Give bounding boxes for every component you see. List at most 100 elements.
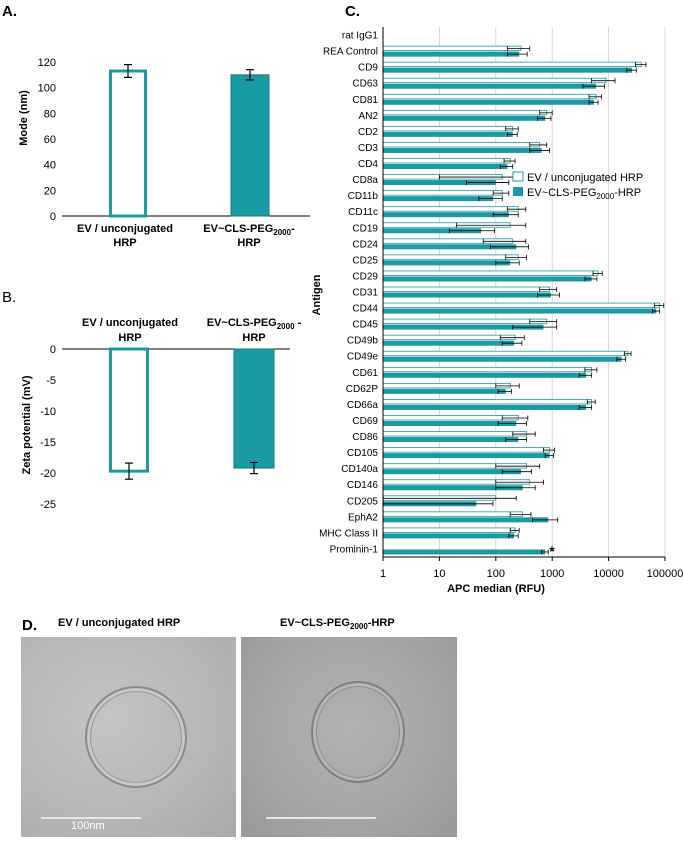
panel-b-ytick-label: -20 [40,468,56,480]
bar-conjugated [383,308,657,314]
bar-conjugated [383,517,549,523]
panel-c-ylabel: Antigen [311,274,323,315]
antigen-label: CD29 [352,271,378,282]
antigen-label: CD66a [347,400,379,411]
micrograph-right [241,637,457,837]
bar-conjugated [383,276,592,282]
panel-a-ytick-label: 80 [44,108,56,120]
panel-b-bar-1 [109,347,149,473]
bar-unconjugated [382,206,519,212]
antigen-label: CD11b [348,191,379,202]
bar-conjugated [383,260,511,266]
panel-b-cat1-line1: EV / unconjugated [82,317,178,329]
antigen-label: CD25 [352,255,378,266]
antigen-label: AN2 [359,111,379,122]
bar-unconjugated [382,93,597,100]
panel-b-ytick-label: -10 [40,406,56,418]
panel-a-cat2-line1: EV~CLS-PEG2000- [203,223,295,237]
panel-a-bar-1 [109,69,147,218]
bar-conjugated [383,372,587,378]
legend-swatch-filled [513,187,523,196]
antigen-label: CD4 [358,159,378,170]
panel-c-xtick-label: 100000 [647,568,683,580]
bar-unconjugated [382,527,516,533]
panel-c-legend: EV / unconjugated HRP EV~CLS-PEG2000-HRP [512,171,643,201]
panel-a-ytick-label: 60 [44,134,56,146]
antigen-label: CD24 [352,239,378,250]
panel-b-ytick-label: -15 [40,437,56,449]
panel-c-xtick-label: 1000 [540,568,564,580]
antigen-label: CD49e [347,352,379,363]
panel-a-cat1-line2: HRP [113,237,136,249]
bar-conjugated [383,83,597,89]
bar-conjugated [383,115,546,121]
antigen-label: CD69 [352,416,378,427]
antigen-label: REA Control [323,47,378,58]
bar-unconjugated [382,431,527,437]
bar-conjugated [383,99,594,105]
antigen-label: CD8a [352,175,378,186]
panel-a-ylabel: Mode (nm) [18,90,30,146]
panel-b-ytick-label: -25 [40,499,56,511]
bar-conjugated [383,549,546,555]
panel-a-ytick-label: 100 [38,83,56,95]
panel-b-yticks: 0 -5 -10 -15 -20 -25 [40,344,56,511]
antigen-label: CD81 [352,95,378,106]
panel-a-ytick-label: 0 [50,211,56,223]
panel-c-xlabel: APC median (RFU) [447,583,545,595]
panel-b-ylabel: Zeta potential (mV) [21,375,33,474]
bar-conjugated [383,485,523,491]
bar-conjugated [383,356,622,362]
panel-label-d: D. [22,617,37,634]
legend-label-1: EV / unconjugated HRP [527,172,643,184]
panel-c: C. Antigen rat IgG1 REA Control CD9 CD63 CD8… [311,3,683,595]
antigen-label: CD9 [358,63,378,74]
scale-bar-left [41,817,141,819]
antigen-label: CD86 [352,432,378,443]
panel-a-yticks: 0 20 40 60 80 100 120 [38,57,56,223]
bar-unconjugated [382,511,524,517]
bar-unconjugated [382,447,551,453]
bar-unconjugated [382,318,548,325]
bar-unconjugated [382,77,607,84]
panel-a-ytick-label: 40 [44,160,56,172]
bar-unconjugated [382,366,593,373]
bar-conjugated [383,388,506,394]
legend-swatch-outline [512,171,524,182]
bar-conjugated [383,164,508,170]
panel-d-header: D. EV / unconjugated HRP EV~CLS-PEG2000-… [22,617,395,634]
panel-a-ytick-label: 20 [44,185,56,197]
antigen-label: CD63 [352,79,378,90]
micrograph-left: 100nm [21,637,236,837]
antigen-label: CD62P [346,384,379,395]
bar-conjugated [383,196,494,202]
panel-c-xtick-label: 10 [433,568,445,580]
bar-unconjugated [382,302,660,308]
panel-label-a: A. [2,3,17,20]
antigen-label: CD146 [347,480,379,491]
bar-conjugated [383,131,513,137]
antigen-label: CD11c [348,207,378,218]
panel-a-bar-2 [230,74,270,217]
antigen-label: CD140a [341,464,378,475]
panel-c-xtick-label: 100 [487,568,505,580]
panel-a-cat1-line1: EV / unconjugated [77,223,173,235]
scale-bar-right [266,817,376,819]
bar-unconjugated [382,415,519,421]
bar-unconjugated [382,399,593,405]
bar-unconjugated [382,109,548,116]
antigen-label: CD3 [358,143,378,154]
panel-label-b: B. [2,289,16,306]
bar-unconjugated [382,270,599,276]
panel-a-cat2-line2: HRP [237,237,260,249]
bar-conjugated [383,228,482,234]
antigen-label: CD45 [352,320,378,331]
antigen-label: EphA2 [348,512,378,523]
antigen-label: CD2 [358,127,378,138]
panel-c-annotation-star: * [549,543,555,559]
bar-conjugated [383,533,514,539]
bar-conjugated [383,340,514,346]
bar-unconjugated [382,142,541,148]
bar-conjugated [383,67,633,73]
